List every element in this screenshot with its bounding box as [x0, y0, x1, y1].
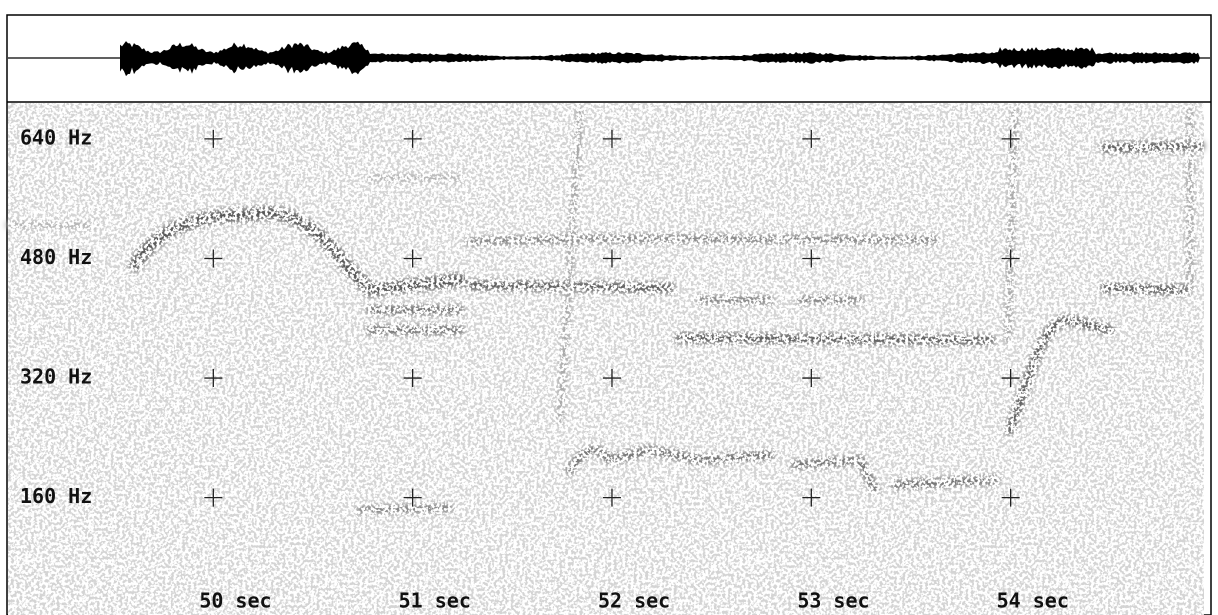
- y-tick-label: 320 Hz: [20, 365, 92, 389]
- grid-cross: [802, 369, 821, 388]
- grid-cross: [802, 249, 821, 268]
- grid-cross: [403, 249, 422, 268]
- grid-cross: [802, 488, 821, 507]
- x-tick-label: 54 sec: [997, 589, 1069, 613]
- y-tick-label: 160 Hz: [20, 484, 92, 508]
- x-tick-label: 52 sec: [598, 589, 670, 613]
- grid-cross: [204, 129, 223, 148]
- x-tick-label: 53 sec: [797, 589, 869, 613]
- grid-cross: [602, 369, 621, 388]
- waveform: [8, 41, 1210, 77]
- grid-cross: [204, 488, 223, 507]
- grid-cross: [204, 249, 223, 268]
- grid-cross: [403, 369, 422, 388]
- grid-cross: [1001, 488, 1020, 507]
- grid-cross: [204, 369, 223, 388]
- speckle-overlay: [8, 103, 1204, 615]
- x-tick-label: 51 sec: [399, 589, 471, 613]
- grid-cross: [1001, 369, 1020, 388]
- waveform-envelope: [120, 41, 1200, 77]
- y-tick-label: 640 Hz: [20, 125, 92, 149]
- y-tick-label: 480 Hz: [20, 245, 92, 269]
- x-tick-label: 50 sec: [199, 589, 271, 613]
- grid-cross: [1001, 129, 1020, 148]
- grid-cross: [602, 488, 621, 507]
- grid-cross: [802, 129, 821, 148]
- grid-cross: [1001, 249, 1020, 268]
- grid-cross: [403, 488, 422, 507]
- grid-cross: [602, 249, 621, 268]
- grid-cross: [602, 129, 621, 148]
- grid-cross: [403, 129, 422, 148]
